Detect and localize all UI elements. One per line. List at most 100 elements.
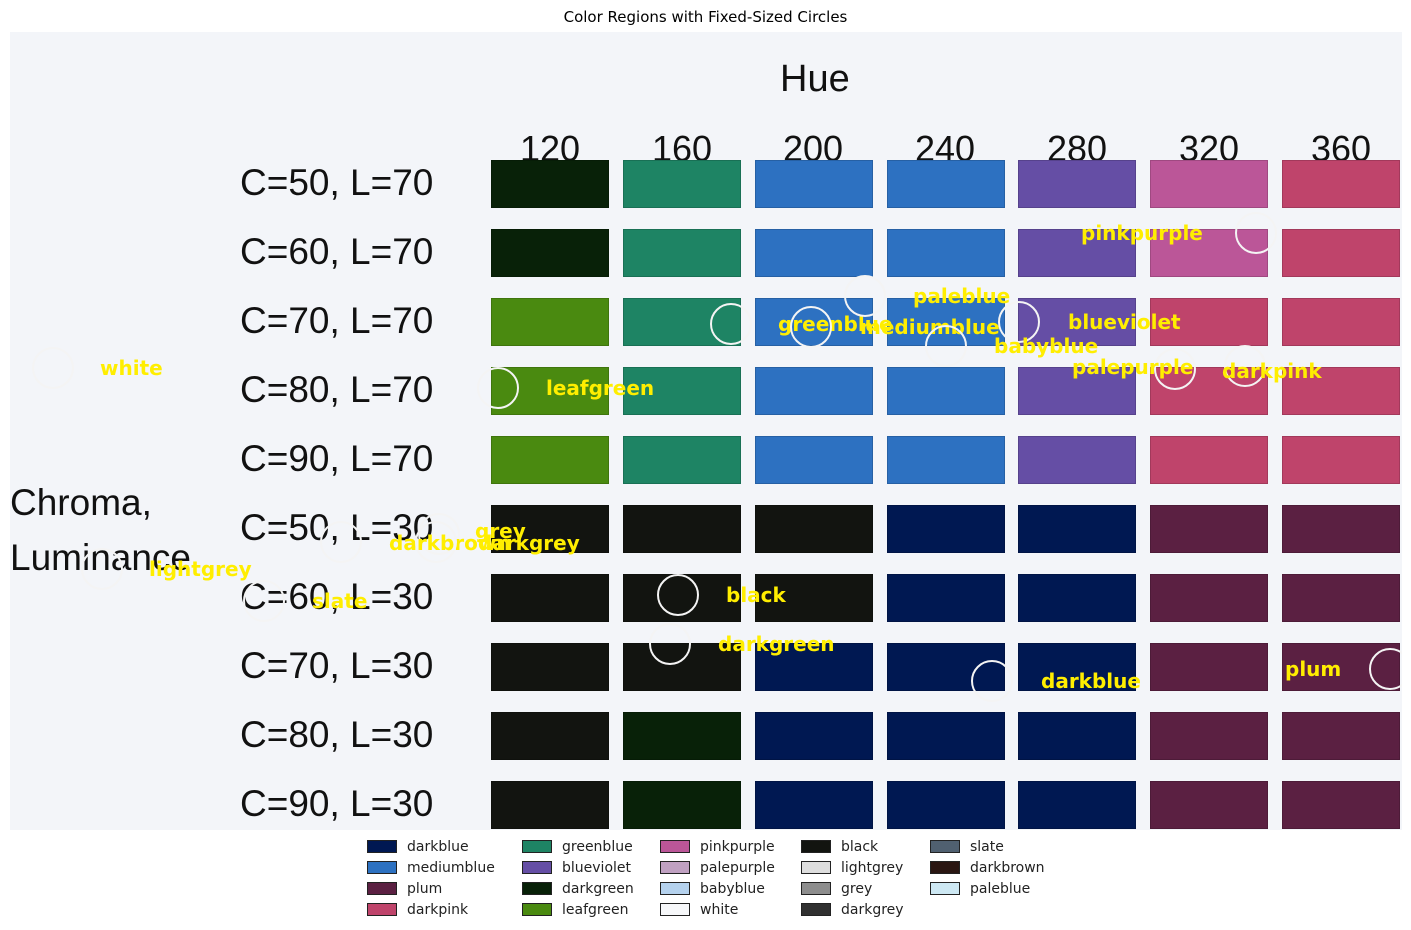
legend-label: darkgreen [562,880,634,897]
color-swatch [1282,298,1400,346]
color-swatch [1018,160,1136,208]
annotation-circle [998,301,1040,343]
legend-item: white [660,899,738,920]
color-swatch [755,781,873,829]
legend-label: white [700,901,739,918]
annotation-circle [81,548,123,590]
row-label: C=50, L=70 [240,162,434,203]
legend-swatch [367,840,397,853]
legend-swatch [522,903,552,916]
legend-swatch [660,882,690,895]
legend-item: grey [801,878,872,899]
legend-swatch [801,882,831,895]
figure-title: Color Regions with Fixed-Sized Circles [563,8,848,26]
color-swatch [623,781,741,829]
row-label: C=80, L=70 [240,369,434,410]
hue-title: Hue [780,58,850,100]
legend-swatch [801,903,831,916]
row-label: C=70, L=70 [240,300,434,341]
legend-item: darkgrey [801,899,904,920]
color-swatch [1282,574,1400,622]
color-swatch [1018,229,1136,277]
color-swatch [1018,574,1136,622]
annotation-label: palepurple [1072,355,1194,379]
legend-item: leafgreen [522,899,628,920]
color-swatch [1150,643,1268,691]
color-swatch [491,160,609,208]
annotation-circle [925,325,967,367]
color-swatch [887,505,1005,553]
legend-swatch [660,903,690,916]
annotation-label: blueviolet [1068,310,1181,334]
color-swatch [755,712,873,760]
color-swatch [1018,367,1136,415]
legend-swatch [801,861,831,874]
legend-label: pinkpurple [700,838,775,855]
color-swatch [1018,712,1136,760]
legend-swatch [522,861,552,874]
color-swatch [491,505,609,553]
annotation-label: white [100,356,163,380]
color-swatch [1150,160,1268,208]
annotation-circle [1154,348,1196,390]
color-swatch [491,712,609,760]
color-swatch [887,229,1005,277]
legend-item: paleblue [930,878,1030,899]
legend-item: babyblue [660,878,765,899]
color-swatch [623,229,741,277]
annotation-circle [657,574,699,616]
color-swatch [887,436,1005,484]
row-label: C=70, L=30 [240,645,434,686]
annotation-label: darkgreen [718,632,835,656]
legend-label: darkgrey [841,901,904,918]
color-swatch [755,160,873,208]
color-swatch [1018,436,1136,484]
legend-label: greenblue [562,838,633,855]
annotation-circle [710,303,752,345]
color-swatch [491,229,609,277]
annotation-circle [32,347,74,389]
annotation-label: lightgrey [149,557,252,581]
annotation-label: plum [1285,657,1342,681]
legend-swatch [660,840,690,853]
legend-item: darkgreen [522,878,634,899]
row-label: C=60, L=70 [240,231,434,272]
image-panel: Hue 120 160 200 240 280 320 360 C=50, L=… [10,32,1402,830]
annotation-circle [971,660,1013,702]
color-swatch [755,229,873,277]
annotation-circle [649,623,691,665]
color-swatch [1150,712,1268,760]
annotation-circle [790,306,832,348]
color-swatch [623,367,741,415]
color-swatch [1282,712,1400,760]
color-swatch [623,712,741,760]
legend-swatch [522,840,552,853]
color-swatch [1282,781,1400,829]
color-swatch [1018,781,1136,829]
annotation-circle [415,521,457,563]
row-label: C=80, L=30 [240,714,434,755]
legend-label: plum [407,880,443,897]
color-swatch [755,367,873,415]
legend-item: darkblue [367,836,469,857]
color-swatch [623,436,741,484]
color-swatch [1150,781,1268,829]
color-swatch [755,574,873,622]
color-swatch [755,436,873,484]
color-swatch [887,574,1005,622]
color-swatch [1018,505,1136,553]
legend-label: paleblue [970,880,1031,897]
legend-swatch [367,861,397,874]
legend-swatch [801,840,831,853]
legend-item: mediumblue [367,857,495,878]
color-swatch [491,574,609,622]
legend-swatch [930,861,960,874]
legend: darkblue mediumblue plum darkpink greenblue b… [367,836,1067,920]
legend-item: palepurple [660,857,775,878]
annotation-label: black [726,583,786,607]
legend-label: mediumblue [407,859,495,876]
legend-label: babyblue [700,880,765,897]
legend-label: slate [970,838,1004,855]
color-swatch [887,367,1005,415]
legend-label: blueviolet [562,859,631,876]
